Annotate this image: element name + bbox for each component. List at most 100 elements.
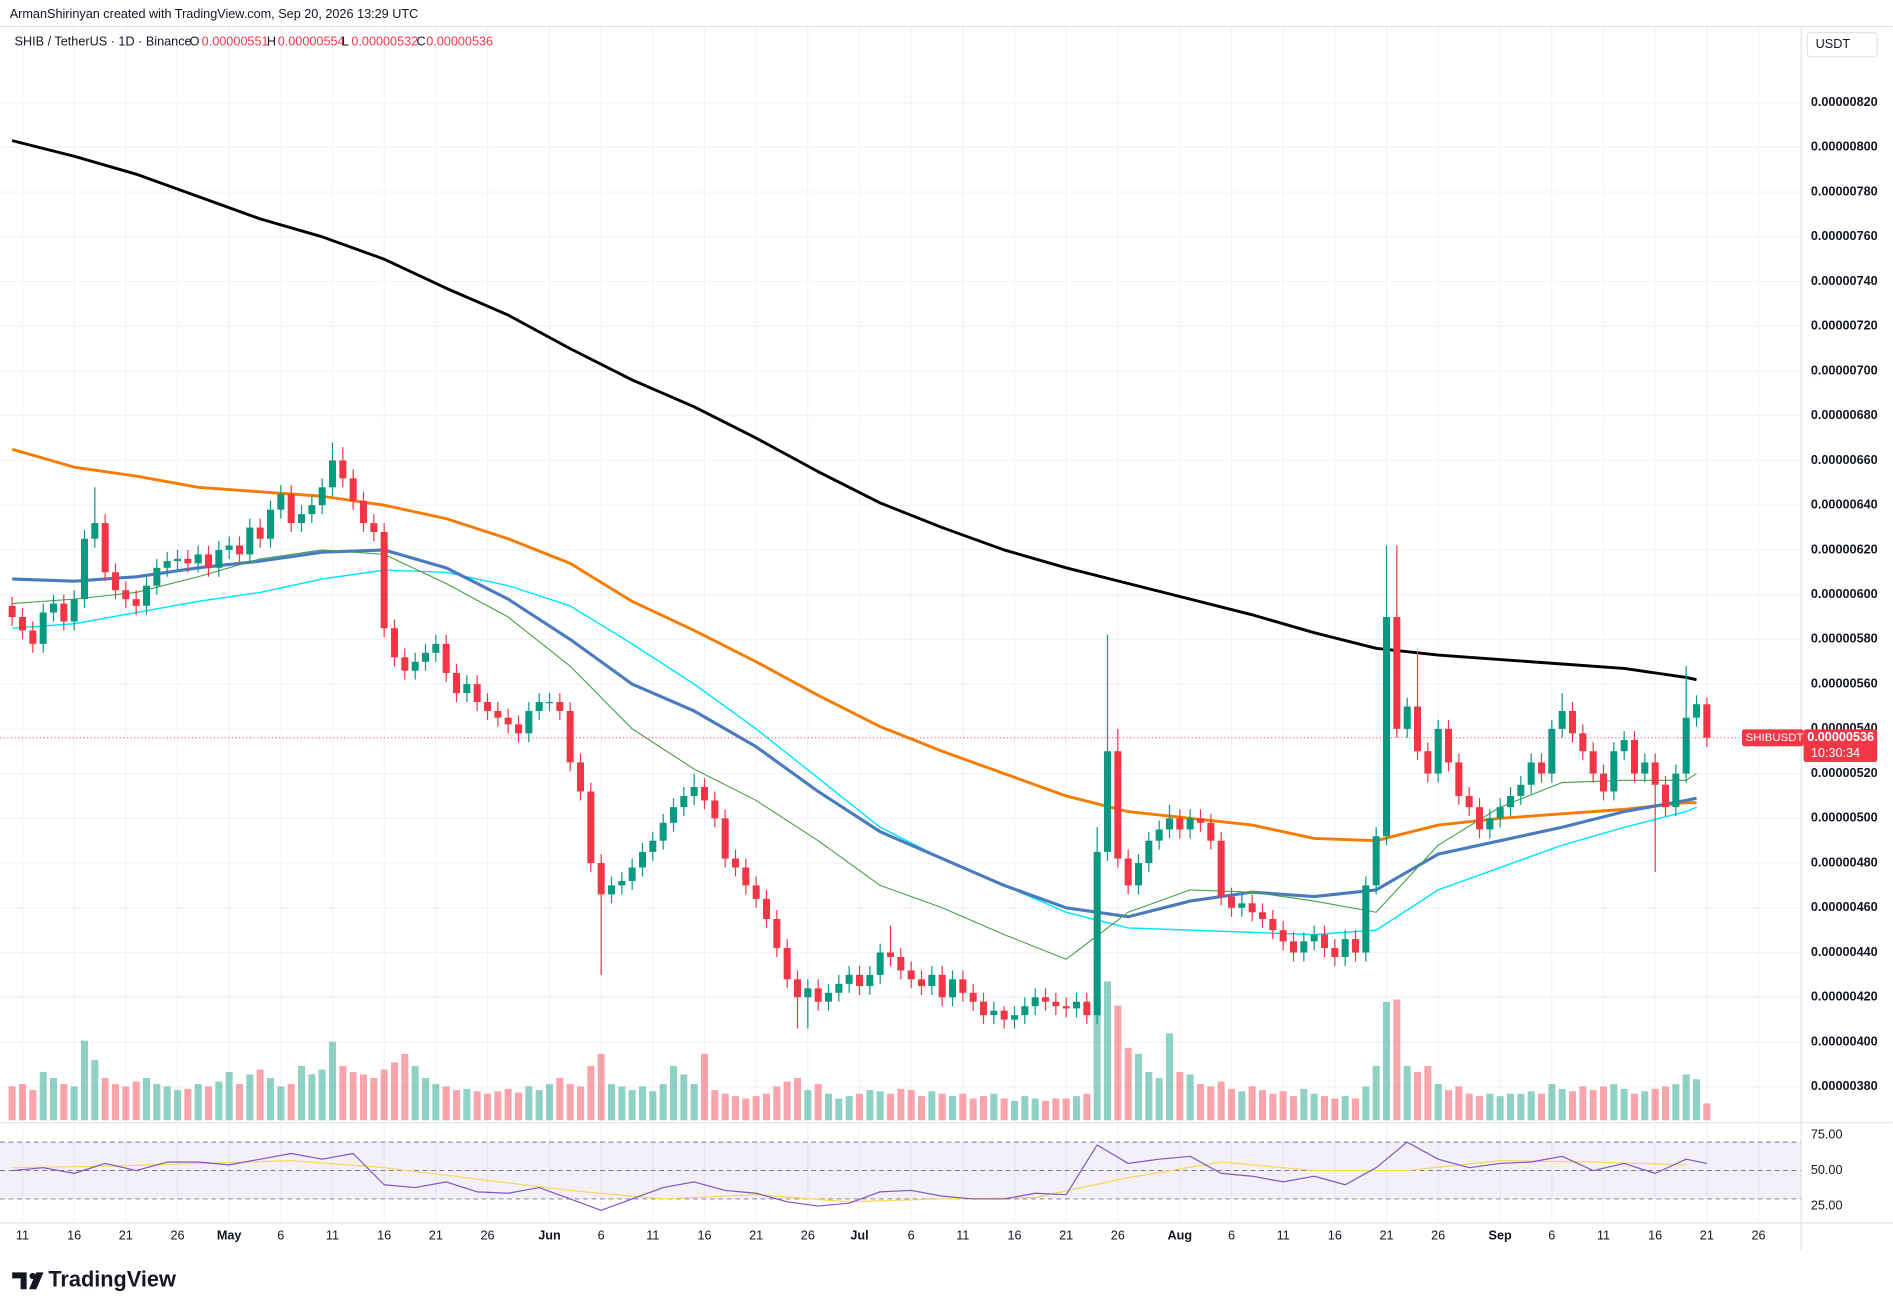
volume-bar <box>1382 1001 1391 1121</box>
candle-body <box>421 652 430 662</box>
legend-letter: L <box>342 35 349 49</box>
volume-bar <box>1610 1084 1618 1121</box>
candle-body <box>1103 751 1112 852</box>
volume-bar <box>690 1084 698 1121</box>
candle-body <box>1134 863 1143 886</box>
y-tick-label: 0.00000520 <box>1811 766 1878 780</box>
candle-body <box>1227 896 1236 908</box>
candle-body <box>1610 751 1618 792</box>
candle-body <box>1238 903 1246 908</box>
volume-bar <box>29 1090 37 1121</box>
candle-body <box>1300 941 1308 953</box>
volume-bar <box>225 1071 233 1121</box>
volume-bar <box>628 1090 636 1121</box>
candle-body <box>855 974 864 987</box>
candle-body <box>215 549 223 568</box>
volume-bar <box>122 1086 130 1121</box>
x-tick-label: 16 <box>1648 1228 1662 1242</box>
volume-bar <box>1672 1084 1680 1121</box>
rsi-tick-label: 50.00 <box>1811 1163 1843 1177</box>
volume-bar <box>948 1096 957 1121</box>
x-tick-label: 11 <box>646 1228 659 1242</box>
candle-body <box>700 787 709 801</box>
x-tick-label: 11 <box>1277 1228 1290 1242</box>
volume-bar <box>700 1053 709 1121</box>
volume-bar <box>659 1084 667 1121</box>
candle-body <box>49 603 58 613</box>
y-tick-label: 0.00000400 <box>1811 1034 1878 1048</box>
candle-body <box>1320 934 1329 949</box>
candle-body <box>721 818 729 859</box>
volume-bar <box>442 1086 450 1121</box>
volume-bar <box>1145 1071 1153 1121</box>
volume-bar <box>773 1086 781 1121</box>
volume-bar <box>1031 1098 1039 1121</box>
candle-body <box>463 684 471 694</box>
volume-bar <box>1093 999 1101 1121</box>
rsi-line <box>12 1141 1707 1211</box>
x-tick-label: 21 <box>1700 1228 1714 1242</box>
candle-body <box>225 545 233 550</box>
currency[interactable]: USDT <box>1816 37 1851 51</box>
volume-bar <box>184 1088 192 1121</box>
volume-bar <box>886 1093 895 1121</box>
candle-body <box>184 558 192 564</box>
candle-body <box>494 710 502 718</box>
candle-body <box>1279 930 1287 942</box>
volume-bar <box>215 1081 223 1121</box>
candle-body <box>8 605 16 618</box>
volume-bar <box>287 1084 295 1121</box>
volume-bar <box>80 1040 89 1121</box>
y-tick-label: 0.00000660 <box>1811 453 1878 467</box>
volume-bar <box>246 1074 254 1121</box>
candle-body <box>1393 617 1401 729</box>
candle-body <box>1527 762 1535 785</box>
candle-body <box>380 532 388 629</box>
volume-bar <box>1517 1093 1525 1121</box>
countdown: 10:30:34 <box>1811 746 1860 760</box>
y-tick-label: 0.00000820 <box>1811 95 1878 109</box>
candle-body <box>1072 1001 1081 1009</box>
volume-bar <box>1362 1086 1370 1121</box>
candle-body <box>452 672 461 694</box>
candle-body <box>401 657 409 671</box>
price-tag <box>1803 729 1878 762</box>
candle-body <box>29 630 37 644</box>
candle-body <box>897 956 905 971</box>
candle-body <box>39 612 47 644</box>
volume-bar <box>959 1093 967 1121</box>
candle-body <box>432 643 440 653</box>
y-tick-label: 0.00000420 <box>1811 990 1878 1004</box>
volume-bar <box>1692 1079 1701 1121</box>
candle-body <box>1362 885 1370 953</box>
candle-body <box>370 523 378 533</box>
volume-bar <box>318 1069 326 1121</box>
candle-body <box>204 554 213 568</box>
candle-body <box>277 494 285 510</box>
volume-bar <box>1000 1098 1008 1121</box>
candle-body <box>1424 751 1432 774</box>
x-tick-label: Sep <box>1489 1228 1512 1242</box>
candle-body <box>1589 751 1597 774</box>
candle-body <box>246 527 254 555</box>
volume-bar <box>1289 1096 1298 1121</box>
candle-body <box>1403 706 1411 729</box>
candle-body <box>1145 840 1153 864</box>
currency-box[interactable] <box>1806 31 1878 58</box>
volume-bar <box>680 1074 688 1121</box>
x-tick-label: 21 <box>119 1228 133 1242</box>
volume-bar <box>1279 1091 1287 1121</box>
candle-body <box>1672 773 1680 808</box>
candle-body <box>1083 1001 1091 1016</box>
candle-body <box>1155 829 1163 841</box>
candle-body <box>1248 903 1256 913</box>
candle-body <box>1599 773 1608 792</box>
volume-bar <box>793 1078 802 1121</box>
volume-bar <box>1486 1093 1494 1121</box>
volume-bar <box>483 1093 492 1121</box>
candle-body <box>804 988 812 998</box>
candle-body <box>866 974 874 987</box>
logo: TradingView <box>12 1267 176 1292</box>
candle-body <box>649 840 657 852</box>
candle-body <box>266 509 275 539</box>
